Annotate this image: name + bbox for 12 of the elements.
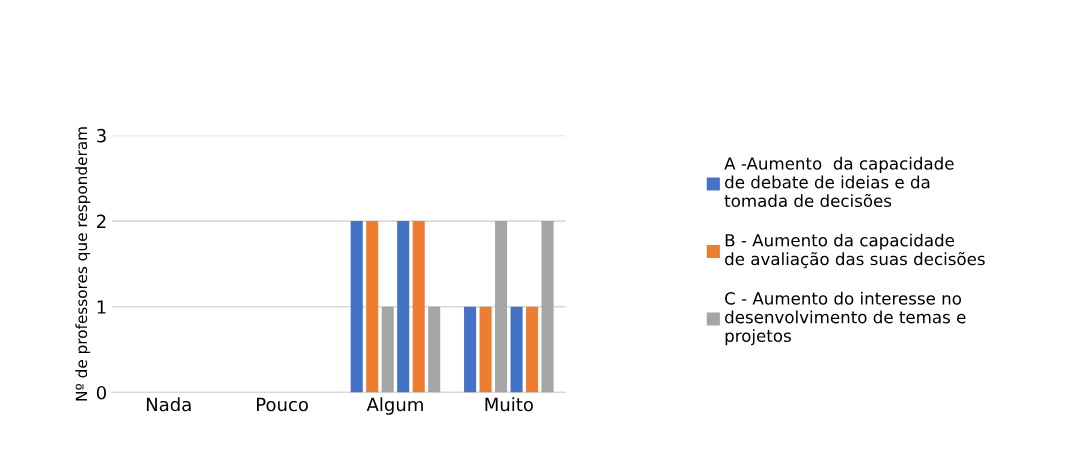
x-tick-label: Muito: [485, 397, 533, 412]
legend-label: B - Aumento da capacidade de avaliação das suas decisões: [725, 233, 985, 269]
y-tick-label: 0: [96, 385, 106, 400]
y-tick-label: 1: [97, 300, 106, 314]
y-tick-label: 3: [97, 128, 106, 143]
x-tick-label: Pouco: [257, 397, 308, 412]
legend-label: A -Aumento da capacidade de debate de ideias e da tomada de decisões: [724, 156, 954, 208]
y-tick-label: 2: [97, 214, 106, 228]
x-tick-label: Nada: [146, 397, 191, 412]
legend-label: C - Aumento do interesse no desenvolvimento de temas e projetos: [725, 291, 966, 346]
y-axis-title: Nº de professores que responderam: [75, 127, 91, 401]
x-tick-label: Algum: [366, 397, 423, 415]
